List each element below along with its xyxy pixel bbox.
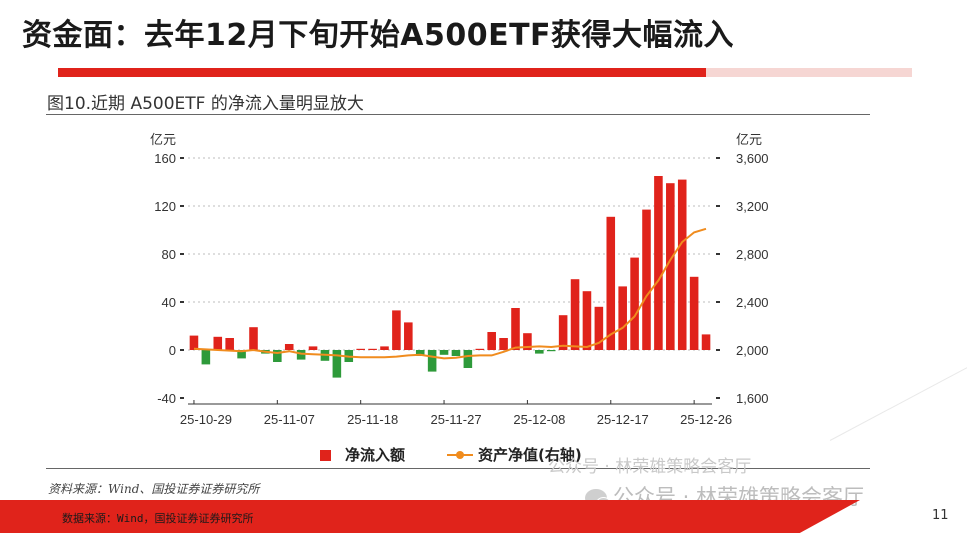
y2-tick-label: 2,000 — [736, 343, 769, 358]
title-accent-bar-light — [706, 68, 912, 77]
bar-net-inflow — [368, 348, 377, 350]
bar-net-inflow — [630, 257, 639, 350]
y2-tick-label: 3,600 — [736, 151, 769, 166]
legend-label-net-asset-value: 资产净值(右轴) — [478, 446, 582, 464]
y-tick-label: 0 — [169, 343, 176, 358]
y2-axis-label: 亿元 — [736, 133, 762, 148]
x-tick-label: 25-12-26 — [680, 412, 732, 427]
page-number: 11 — [932, 508, 949, 523]
y-tick-label: -40 — [157, 391, 176, 406]
bar-net-inflow — [463, 350, 473, 368]
bar-net-inflow — [666, 183, 675, 350]
y-axis-label: 亿元 — [150, 133, 176, 148]
figure-source-note: 资料来源：Wind、国投证券证券研究所 — [48, 482, 260, 496]
bar-net-inflow — [618, 286, 627, 350]
bar-net-inflow — [356, 348, 365, 350]
slide-title: 资金面：去年12月下旬开始A500ETF获得大幅流入 — [22, 18, 735, 53]
bar-net-inflow — [606, 216, 616, 350]
legend-marker-line — [456, 451, 464, 459]
y-tick-label: 120 — [154, 199, 176, 214]
footer-source: 数据来源：Wind，国投证券证券研究所 — [62, 512, 254, 525]
y-tick-label: 40 — [162, 295, 176, 310]
bar-net-inflow — [415, 350, 425, 356]
bar-net-inflow — [654, 176, 663, 350]
bar-net-inflow — [392, 310, 401, 350]
bar-net-inflow — [451, 350, 461, 356]
bar-net-inflow — [380, 346, 389, 350]
y-tick-label: 160 — [154, 151, 176, 166]
bar-net-inflow — [499, 338, 508, 350]
bar-net-inflow — [558, 315, 568, 350]
series-line-net-asset-value — [193, 227, 707, 360]
bar-net-inflow — [701, 334, 711, 350]
bar-net-inflow — [535, 350, 544, 354]
bar-net-inflow — [273, 350, 282, 362]
figure-bottom-rule — [46, 468, 870, 469]
x-tick-label: 25-12-08 — [513, 412, 565, 427]
bar-net-inflow — [523, 333, 532, 350]
bar-net-inflow — [308, 346, 318, 350]
bar-net-inflow — [475, 348, 485, 350]
bar-net-inflow — [439, 350, 449, 355]
x-tick-label: 25-11-27 — [431, 412, 482, 427]
figure-top-rule — [46, 114, 870, 115]
legend-label-net-inflow: 净流入额 — [345, 446, 405, 464]
bar-net-inflow — [511, 308, 520, 350]
bar-net-inflow — [189, 335, 199, 350]
y2-tick-label: 2,800 — [736, 247, 769, 262]
bar-net-inflow — [237, 350, 246, 359]
figure-title: 图10.近期 A500ETF 的净流入量明显放大 — [47, 94, 364, 114]
bar-net-inflow — [582, 291, 592, 350]
bar-net-inflow — [427, 350, 437, 372]
bar-net-inflow — [332, 350, 342, 378]
bar-net-inflow — [570, 279, 580, 350]
x-tick-label: 25-12-17 — [597, 412, 649, 427]
x-tick-label: 25-10-29 — [180, 412, 232, 427]
legend-swatch-net-inflow — [320, 450, 331, 461]
bar-net-inflow — [296, 350, 306, 360]
bar-net-inflow — [225, 338, 234, 350]
bar-net-inflow — [249, 327, 258, 350]
bar-net-inflow — [594, 306, 604, 350]
bar-net-inflow — [284, 344, 294, 350]
y2-tick-label: 3,200 — [736, 199, 769, 214]
x-tick-label: 25-11-18 — [347, 412, 398, 427]
y2-tick-label: 1,600 — [736, 391, 769, 406]
bar-net-inflow — [689, 276, 699, 350]
bar-net-inflow — [404, 322, 413, 350]
y2-tick-label: 2,400 — [736, 295, 769, 310]
y-tick-label: 80 — [162, 247, 176, 262]
bar-net-inflow — [677, 179, 687, 350]
bar-net-inflow — [213, 336, 223, 350]
bar-net-inflow — [487, 332, 496, 350]
bar-net-inflow — [546, 350, 556, 352]
x-tick-label: 25-11-07 — [264, 412, 315, 427]
bar-net-inflow — [642, 209, 651, 350]
footer-bar — [0, 500, 860, 533]
title-accent-bar — [58, 68, 706, 77]
watermark-small: 公众号 · 林荣雄策略会客厅 — [548, 457, 752, 477]
bar-net-inflow — [201, 350, 211, 365]
